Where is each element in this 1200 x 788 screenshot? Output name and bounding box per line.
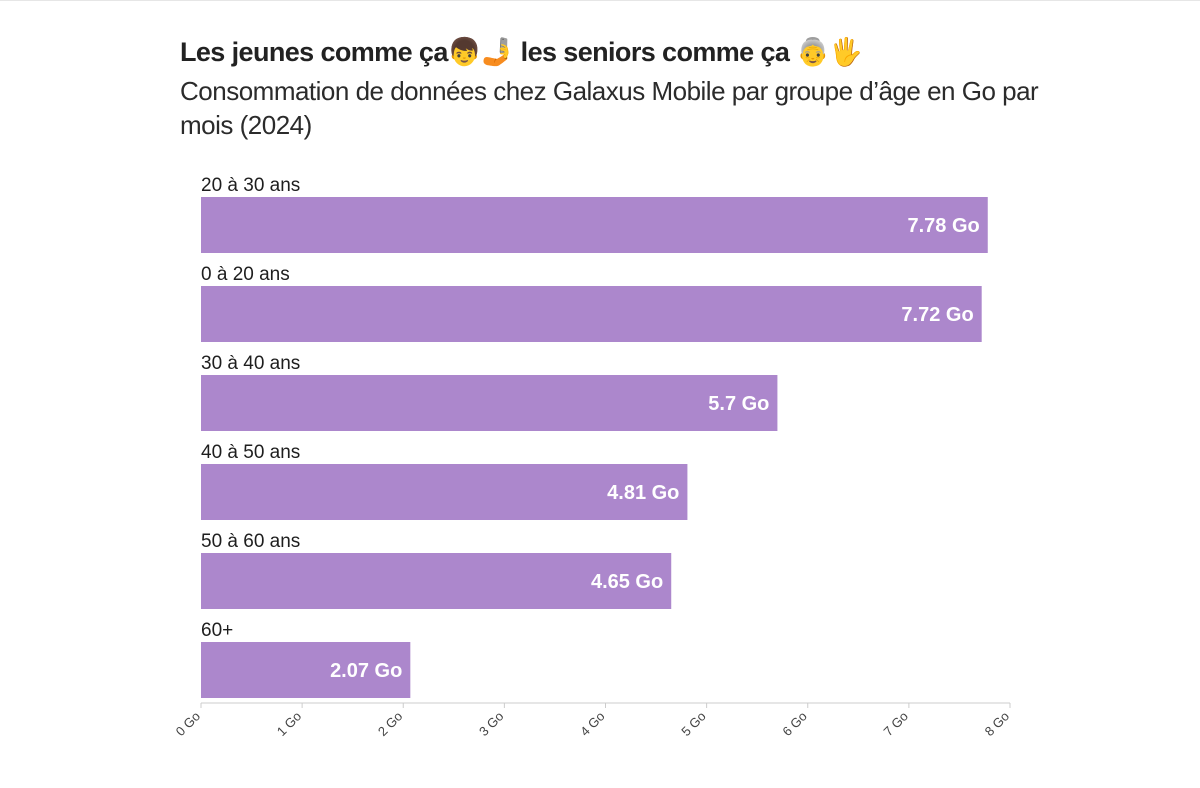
x-tick-label: 3 Go	[476, 709, 507, 740]
x-tick-label: 8 Go	[982, 709, 1013, 740]
value-label: 2.07 Go	[330, 660, 402, 682]
bar	[201, 197, 988, 253]
bar-row: 20 à 30 ans 7.78 Go	[201, 175, 988, 253]
category-label: 60+	[201, 620, 233, 641]
value-label: 4.65 Go	[591, 571, 663, 593]
category-label: 0 à 20 ans	[201, 264, 290, 285]
bar-row: 40 à 50 ans 4.81 Go	[201, 442, 688, 520]
bar-row: 60+ 2.07 Go	[201, 620, 411, 698]
x-tick-label: 1 Go	[274, 709, 305, 740]
x-axis: 0 Go 1 Go 2 Go 3 Go 4 Go 5 Go 6 Go 7 Go 8 Go	[173, 702, 1013, 740]
bar-row: 0 à 20 ans 7.72 Go	[201, 264, 982, 342]
x-tick-label: 2 Go	[375, 709, 406, 740]
bar	[201, 553, 672, 609]
bar-row: 50 à 60 ans 4.65 Go	[201, 531, 672, 609]
bars-group: 20 à 30 ans 7.78 Go 0 à 20 ans 7.72 Go 30 à …	[201, 175, 988, 698]
value-label: 7.72 Go	[901, 304, 973, 326]
value-label: 5.7 Go	[708, 393, 769, 415]
top-divider	[0, 0, 1200, 1]
bar	[201, 464, 688, 520]
x-tick-label: 6 Go	[779, 709, 810, 740]
category-label: 20 à 30 ans	[201, 175, 300, 196]
x-tick-label: 0 Go	[173, 709, 204, 740]
x-tick-label: 5 Go	[678, 709, 709, 740]
value-label: 7.78 Go	[907, 215, 979, 237]
chart-subtitle: Consommation de données chez Galaxus Mob…	[180, 76, 1039, 140]
bar	[201, 375, 778, 431]
bar	[201, 286, 982, 342]
value-label: 4.81 Go	[607, 482, 679, 504]
bar	[201, 642, 411, 698]
x-tick-label: 4 Go	[577, 709, 608, 740]
category-label: 50 à 60 ans	[201, 531, 300, 552]
x-tick-label: 7 Go	[880, 709, 911, 740]
category-label: 40 à 50 ans	[201, 442, 300, 463]
chart-title: Les jeunes comme ça👦🤳 les seniors comme …	[180, 37, 863, 67]
category-label: 30 à 40 ans	[201, 353, 300, 374]
bar-row: 30 à 40 ans 5.7 Go	[201, 353, 778, 431]
